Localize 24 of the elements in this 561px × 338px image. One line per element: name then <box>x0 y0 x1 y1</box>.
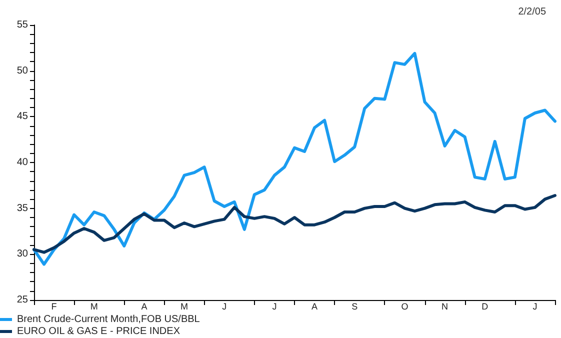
legend-label: Brent Crude-Current Month,FOB US/BBL <box>17 314 200 325</box>
x-tick-label: O <box>401 302 408 312</box>
y-tick-label: 50 <box>16 65 28 76</box>
line-series <box>32 52 556 266</box>
x-tick-label: F <box>51 302 58 312</box>
x-tick-label: A <box>312 302 318 312</box>
y-tick-label: 45 <box>16 111 28 122</box>
y-tick-label: 35 <box>16 202 28 214</box>
x-tick-label: J <box>272 302 277 312</box>
x-tick-label: M <box>90 302 98 312</box>
x-tick-label: J <box>222 302 227 312</box>
y-tick-label: 55 <box>16 20 28 30</box>
x-tick-label: N <box>442 302 448 312</box>
x-tick-label: A <box>141 302 148 312</box>
x-tick-label: S <box>352 302 358 312</box>
y-tick-label: 25 <box>16 294 28 306</box>
text: 2/2/05 <box>518 6 546 18</box>
x-tick-label: J <box>532 302 538 312</box>
x-tick-label: M <box>180 302 188 312</box>
x-tick-label: D <box>482 302 489 312</box>
y-tick-label: 30 <box>16 248 28 260</box>
line-series <box>32 194 556 254</box>
y-tick-label: 40 <box>16 157 28 168</box>
legend-label: EURO OIL & GAS E - PRICE INDEX <box>17 326 180 337</box>
